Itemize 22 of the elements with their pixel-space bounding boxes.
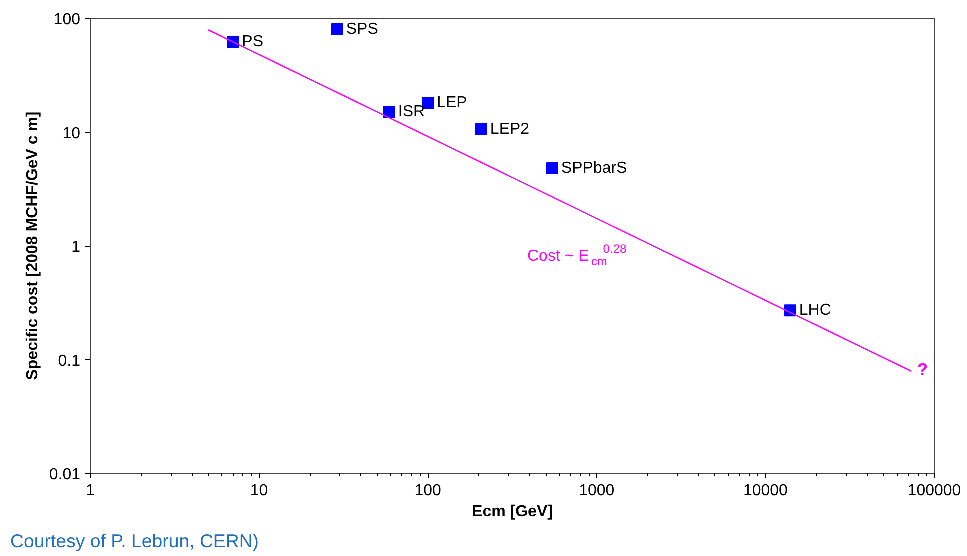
x-tick-label: 1 [86, 482, 96, 500]
y-tick-label: 0.1 [58, 352, 81, 370]
y-tick-label: 100 [54, 12, 81, 28]
series-label: PS [242, 34, 264, 51]
series-label: LEP2 [490, 120, 530, 138]
series-label: ISR [398, 104, 426, 121]
series-label: SPPbarS [561, 160, 628, 178]
x-tick-label: 10 [250, 482, 268, 500]
text: Courtesy of P. Lebrun, CERN) [10, 530, 260, 552]
x-tick-label: 100 [414, 482, 442, 500]
x-tick-label: 1000 [579, 482, 615, 500]
series-label: LEP [437, 94, 468, 112]
x-axis-title: Ecm [GeV] [472, 504, 553, 520]
x-tick-label: 10000 [743, 482, 788, 500]
annotation: ? [918, 360, 928, 380]
y-axis-title: Specific cost [2008 MCHF/GeV c m] [24, 112, 42, 380]
series-label: SPS [346, 21, 378, 38]
series-label: LHC [799, 302, 832, 320]
y-tick-label: 10 [62, 125, 81, 142]
y-tick-label: 0.01 [49, 466, 81, 484]
y-tick-label: 1 [72, 239, 81, 256]
x-tick-label: 100000 [908, 482, 962, 500]
